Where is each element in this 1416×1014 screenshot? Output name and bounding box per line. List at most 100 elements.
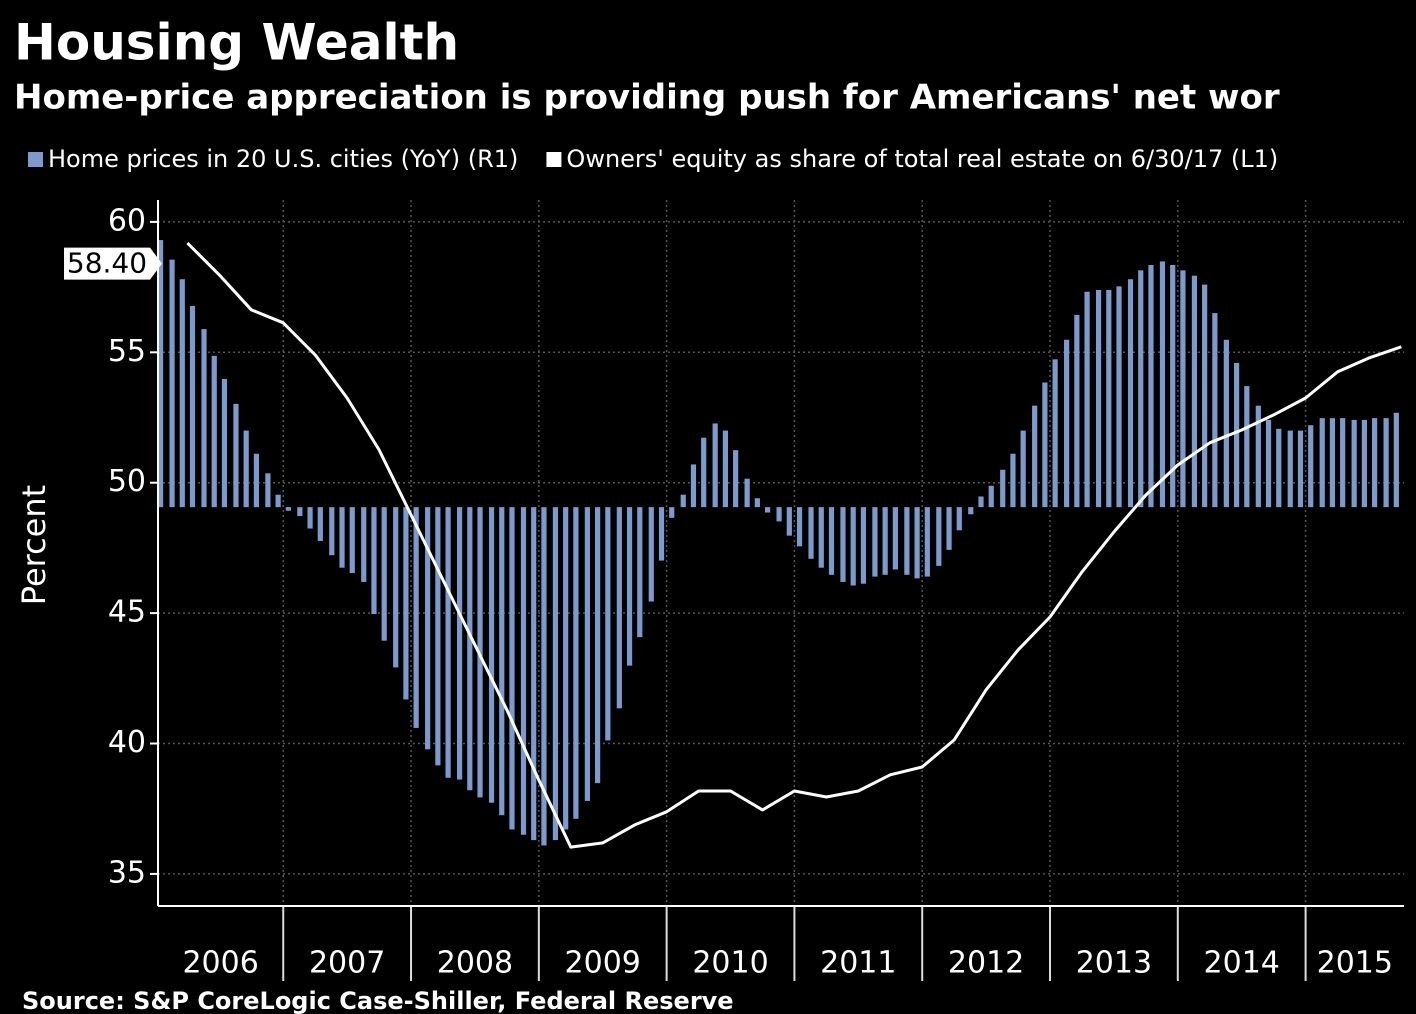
bar [776,507,782,522]
bar [265,473,271,508]
chart-subtitle: Home-price appreciation is providing pus… [14,78,1280,118]
source: Source: S&P CoreLogic Case-Shiller, Fede… [22,987,734,1014]
bar [467,507,473,791]
bar [1138,270,1144,508]
bar [1372,418,1378,508]
x-tick-label: 2009 [565,946,641,981]
bar [1361,419,1367,508]
bar [413,507,419,728]
y-tick-label: 55 [108,334,146,369]
bar [381,507,387,641]
bar [658,507,665,561]
bar [722,430,729,508]
bar [1233,362,1240,508]
bar [828,507,835,575]
bar [1276,428,1282,508]
bar [1191,275,1198,508]
bar [1116,286,1122,508]
bar [275,494,281,508]
bar [1064,339,1070,508]
bar [914,507,920,579]
bar [1170,264,1176,508]
bar [403,507,409,700]
bar [221,378,228,508]
bar [669,507,675,518]
bar [169,259,175,508]
bar [425,507,431,750]
bar [243,430,249,508]
bar [1297,430,1304,508]
bar [1202,284,1208,508]
bar [297,507,303,517]
bar [445,507,451,778]
bar [946,507,952,550]
bar [733,450,739,508]
bar [840,507,846,582]
bar [1010,453,1016,508]
bar [690,464,697,508]
y-tick-label: 45 [108,595,146,630]
bar [349,507,355,574]
bar [988,485,994,508]
bar [211,355,217,508]
bar [1308,425,1314,508]
bar [978,496,984,508]
bar [339,507,345,568]
bar [1244,386,1250,508]
bar [201,329,207,508]
bar [796,507,803,547]
x-tick-label: 2014 [1204,946,1280,981]
bar [605,507,611,741]
bar [956,507,962,531]
bar [936,507,942,566]
bar [179,279,185,508]
bar [616,507,622,709]
bar [648,507,654,602]
y-tick-label: 35 [108,855,146,890]
bar [1095,289,1102,508]
bar [285,507,291,511]
bar [520,507,527,835]
bar [456,507,463,780]
bar [850,507,856,586]
legend-label: Owners' equity as share of total real es… [566,145,1278,173]
bar [1052,359,1058,508]
y-tick-label: 50 [108,464,146,499]
bar [1223,339,1229,508]
bar [573,507,579,819]
bar [637,507,643,638]
bar [1351,419,1357,508]
bar [509,507,515,830]
bar [329,507,335,556]
x-tick-label: 2011 [820,946,896,981]
bar [189,305,196,508]
bar [499,507,505,816]
bar [1340,418,1346,508]
legend-swatch [546,152,562,167]
x-tick-label: 2012 [948,946,1024,981]
bar [435,507,441,766]
legend-swatch [28,152,43,167]
bar [754,498,760,508]
bar [1106,289,1112,508]
bar [1032,405,1038,508]
bar [626,507,633,666]
line [186,241,1402,849]
bar [1212,313,1218,508]
bar [233,403,239,508]
bar [595,507,601,784]
bar [924,507,930,577]
x-tick-label: 2006 [182,946,258,981]
bar [882,507,888,575]
legend-label: Home prices in 20 U.S. cities (YoY) (R1) [48,145,518,173]
bar [786,507,792,536]
bar [1084,291,1090,508]
bar [1020,430,1026,508]
x-tick-label: 2007 [309,946,385,981]
bar [361,507,367,582]
bar [541,507,547,846]
x-tick-label: 2015 [1317,946,1393,981]
bar [744,478,750,508]
x-tick-label: 2010 [692,946,768,981]
